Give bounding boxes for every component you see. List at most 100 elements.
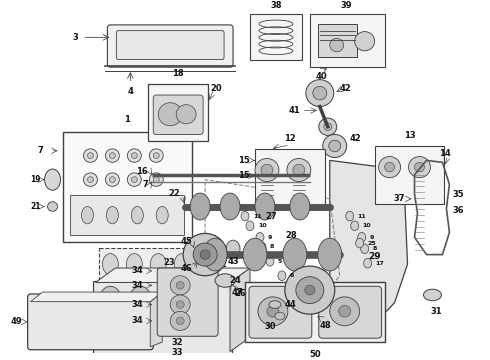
Ellipse shape: [215, 274, 235, 287]
Ellipse shape: [278, 271, 286, 280]
Text: 23: 23: [164, 258, 175, 267]
Circle shape: [293, 164, 305, 176]
FancyBboxPatch shape: [157, 268, 218, 336]
Circle shape: [153, 153, 159, 158]
Text: 26: 26: [234, 288, 246, 297]
Ellipse shape: [364, 258, 371, 268]
Text: 10: 10: [258, 223, 267, 228]
Ellipse shape: [256, 233, 264, 242]
Text: 19: 19: [30, 175, 41, 184]
Circle shape: [176, 301, 184, 309]
Bar: [148, 84, 208, 141]
Circle shape: [329, 140, 341, 152]
Text: 37: 37: [393, 194, 405, 203]
Bar: [375, 146, 444, 204]
Bar: [310, 14, 385, 67]
Ellipse shape: [361, 244, 368, 254]
Text: 9: 9: [369, 235, 374, 240]
Text: 25: 25: [368, 240, 376, 246]
Circle shape: [305, 285, 315, 295]
Text: 2: 2: [220, 260, 226, 269]
Bar: [255, 149, 325, 208]
Text: 11: 11: [253, 213, 262, 219]
Text: 13: 13: [404, 131, 416, 140]
Circle shape: [127, 149, 141, 162]
Circle shape: [200, 250, 210, 260]
Ellipse shape: [189, 286, 211, 313]
Text: 31: 31: [431, 307, 442, 316]
Circle shape: [176, 282, 184, 289]
Text: 39: 39: [341, 1, 352, 10]
Circle shape: [330, 297, 360, 326]
Text: 38: 38: [270, 1, 282, 10]
Text: 3: 3: [73, 33, 78, 42]
Circle shape: [170, 311, 190, 330]
Text: 47: 47: [232, 288, 244, 297]
Text: 32: 32: [172, 338, 183, 347]
Circle shape: [285, 266, 335, 314]
Text: 15: 15: [238, 171, 250, 180]
FancyBboxPatch shape: [116, 31, 224, 59]
Text: 15: 15: [238, 156, 250, 165]
FancyBboxPatch shape: [319, 286, 382, 338]
Text: 4: 4: [127, 87, 133, 96]
Text: 34: 34: [132, 266, 143, 275]
Circle shape: [149, 173, 163, 186]
Text: 46: 46: [180, 264, 192, 273]
Circle shape: [109, 153, 115, 158]
Bar: [250, 14, 302, 60]
Circle shape: [339, 306, 351, 317]
Bar: [245, 283, 385, 342]
Text: 1: 1: [124, 115, 130, 124]
Ellipse shape: [81, 207, 94, 224]
Ellipse shape: [220, 193, 240, 220]
Text: 29: 29: [368, 252, 381, 261]
Polygon shape: [30, 292, 162, 302]
Text: 50: 50: [309, 350, 320, 359]
Text: 17: 17: [376, 261, 384, 266]
Circle shape: [313, 86, 327, 100]
Ellipse shape: [423, 289, 441, 301]
Circle shape: [109, 177, 115, 183]
Ellipse shape: [102, 254, 119, 275]
Text: 42: 42: [340, 84, 351, 93]
Circle shape: [131, 177, 137, 183]
Text: 34: 34: [132, 300, 143, 309]
Circle shape: [131, 153, 137, 158]
Text: 44: 44: [285, 300, 296, 309]
Circle shape: [255, 158, 279, 181]
Text: 10: 10: [363, 223, 371, 228]
Circle shape: [287, 158, 311, 181]
Ellipse shape: [275, 312, 285, 320]
Circle shape: [105, 173, 120, 186]
Text: 28: 28: [285, 231, 296, 240]
Circle shape: [258, 297, 288, 326]
Text: 5: 5: [278, 259, 282, 264]
Circle shape: [83, 149, 98, 162]
Ellipse shape: [203, 238, 227, 271]
Text: 22: 22: [169, 189, 180, 198]
Ellipse shape: [243, 238, 267, 271]
Text: 16: 16: [137, 167, 148, 176]
Circle shape: [105, 149, 120, 162]
Circle shape: [193, 243, 217, 266]
Circle shape: [176, 105, 196, 124]
Text: 12: 12: [284, 134, 296, 143]
Polygon shape: [230, 268, 250, 352]
Text: 45: 45: [180, 237, 192, 246]
Circle shape: [379, 157, 400, 178]
FancyBboxPatch shape: [27, 294, 153, 350]
Ellipse shape: [106, 207, 119, 224]
Bar: [63, 131, 192, 242]
Circle shape: [149, 149, 163, 162]
Ellipse shape: [351, 221, 359, 230]
Ellipse shape: [269, 301, 281, 309]
Text: 35: 35: [452, 189, 464, 198]
Text: 18: 18: [172, 69, 184, 78]
Circle shape: [267, 306, 279, 317]
Ellipse shape: [356, 238, 364, 248]
Polygon shape: [150, 292, 162, 347]
Text: 43: 43: [227, 257, 239, 266]
FancyBboxPatch shape: [318, 24, 357, 57]
Circle shape: [176, 317, 184, 325]
